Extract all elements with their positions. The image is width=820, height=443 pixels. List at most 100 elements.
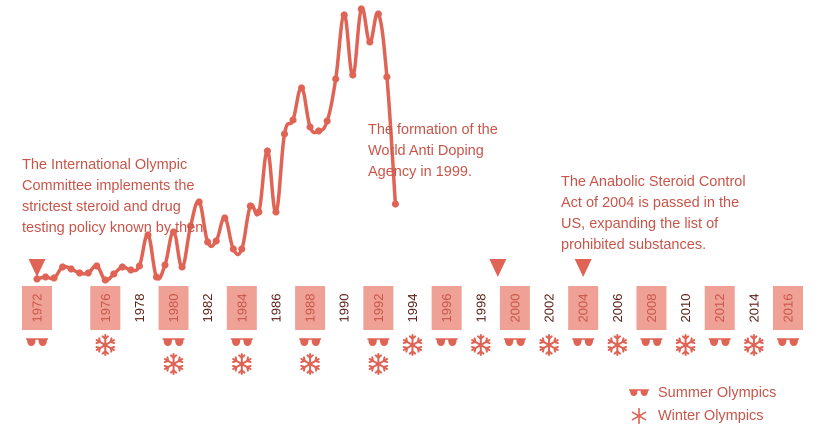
data-point-1988 [306, 123, 314, 131]
year-label-2006: 2006 [610, 294, 625, 323]
snowflake-icon [368, 353, 389, 375]
year-box-1992 [363, 286, 394, 330]
annotation-wada-formation: The formation of the World Anti Doping A… [368, 122, 498, 180]
snowflake-icon [300, 353, 320, 375]
data-point-1987.5 [297, 84, 306, 92]
legend-winter: Winter Olympics [628, 407, 764, 425]
year-box-1976 [90, 286, 121, 330]
year-label-2002: 2002 [542, 294, 557, 323]
year-label-1982: 1982 [200, 294, 215, 323]
data-point-1975 [84, 269, 92, 277]
data-point-1991.5 [366, 38, 374, 46]
data-point-1981.5 [195, 198, 203, 206]
snowflake-icon [402, 334, 423, 356]
year-label-2004: 2004 [576, 294, 591, 323]
year-label-1988: 1988 [303, 294, 318, 323]
legend-winter-label: Winter Olympics [658, 408, 764, 424]
data-point-1982.5 [212, 237, 220, 245]
sunglasses-icon [299, 338, 322, 346]
data-point-1974.5 [76, 269, 84, 277]
year-label-2016: 2016 [781, 294, 796, 323]
sunglasses-icon [640, 338, 663, 346]
data-point-1973 [50, 274, 58, 282]
year-label-1980: 1980 [166, 294, 181, 323]
data-point-1980 [169, 228, 178, 236]
annotation-steroid-control-act: The Anabolic Steroid Control Act of 2004… [561, 174, 746, 253]
data-point-1981 [187, 222, 195, 230]
sunglasses-icon [230, 338, 253, 346]
snowflake-icon [631, 407, 647, 425]
year-box-1972 [22, 286, 52, 330]
data-point-1985 [255, 208, 263, 216]
data-point-1974 [67, 265, 75, 273]
legend-summer-label: Summer Olympics [658, 385, 777, 401]
data-point-1986.5 [280, 130, 289, 138]
data-point-1985.5 [263, 147, 272, 155]
data-point-1987 [289, 116, 297, 124]
year-label-1998: 1998 [473, 294, 488, 323]
data-point-1977.5 [127, 266, 135, 274]
year-label-1990: 1990 [337, 294, 352, 323]
year-label-2008: 2008 [644, 294, 659, 323]
event-marker-2004 [574, 259, 592, 277]
snowflake-icon [163, 353, 184, 375]
sunglasses-icon [26, 338, 48, 346]
data-point-1984.5 [246, 202, 254, 210]
sunglasses-icon [367, 338, 390, 346]
data-point-1983.5 [229, 245, 237, 253]
event-marker-1972 [28, 259, 46, 277]
data-point-1980.5 [178, 263, 186, 271]
year-box-1988 [295, 286, 326, 330]
sunglasses-icon [162, 338, 185, 346]
sunglasses-icon [435, 338, 458, 346]
data-point-1993 [391, 200, 400, 208]
year-box-1980 [158, 286, 189, 330]
year-box-1984 [226, 286, 257, 330]
data-point-1989.5 [332, 75, 340, 83]
data-point-1990.5 [349, 71, 357, 79]
data-point-1992.5 [383, 73, 391, 81]
year-box-2008 [636, 286, 667, 330]
snowflake-icon [539, 334, 559, 356]
data-point-1989 [323, 117, 331, 125]
data-point-1979.5 [161, 261, 169, 269]
year-label-1994: 1994 [405, 294, 420, 323]
data-point-1976.5 [110, 270, 118, 278]
year-box-1996 [431, 286, 462, 330]
data-point-1972 [33, 275, 41, 283]
event-marker-1999 [489, 259, 507, 277]
year-label-1978: 1978 [132, 294, 147, 323]
data-point-1991 [357, 5, 365, 13]
snowflake-icon [675, 334, 696, 356]
year-label-1976: 1976 [98, 294, 113, 323]
sunglasses-icon [629, 389, 649, 396]
year-label-2000: 2000 [507, 294, 522, 323]
data-point-1983 [221, 214, 229, 222]
year-label-2014: 2014 [746, 294, 761, 323]
data-point-1992 [374, 10, 382, 18]
sunglasses-icon [777, 338, 799, 346]
data-point-1973.5 [59, 263, 67, 271]
data-point-1978 [135, 262, 144, 270]
data-point-1978.5 [144, 231, 152, 239]
year-box-2016 [773, 286, 803, 330]
sunglasses-icon [503, 338, 526, 346]
data-point-1975.5 [93, 262, 101, 270]
legend-summer: Summer Olympics [628, 384, 776, 402]
data-point-1986 [272, 208, 280, 216]
snowflake-icon [470, 334, 491, 356]
year-box-2004 [568, 286, 599, 330]
data-point-1972.5 [41, 273, 50, 281]
annotation-ioc-policy: The International Olympic Committee impl… [22, 157, 208, 236]
year-label-1992: 1992 [371, 294, 386, 323]
data-point-1982 [204, 238, 212, 246]
snowflake-icon [95, 334, 116, 356]
year-label-1996: 1996 [439, 294, 454, 323]
data-point-1979 [152, 273, 161, 281]
sunglasses-icon [572, 338, 595, 346]
year-box-2000 [499, 286, 530, 330]
year-label-1984: 1984 [234, 294, 249, 323]
data-point-1976 [101, 276, 109, 284]
data-point-1990 [340, 11, 348, 19]
